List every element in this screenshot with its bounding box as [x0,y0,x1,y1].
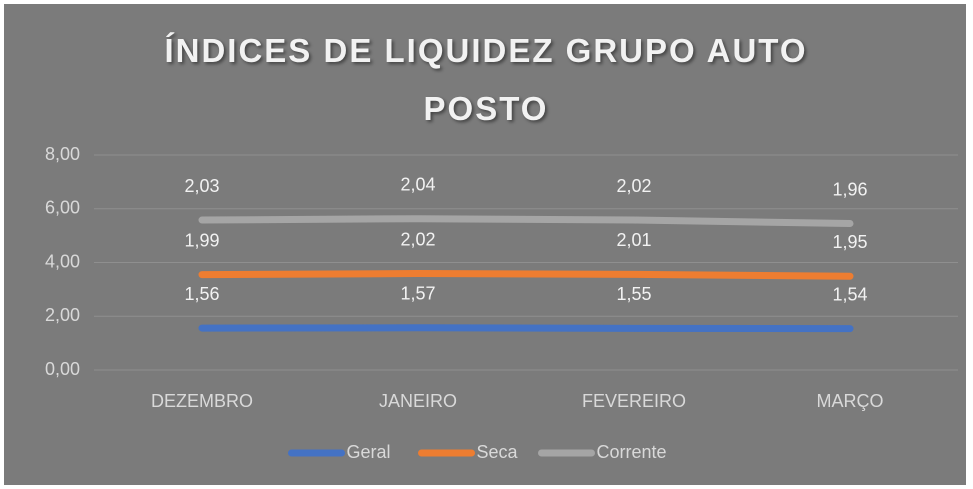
y-tick-label: 6,00 [45,198,80,218]
data-label: 2,02 [400,229,435,249]
y-tick-label: 8,00 [45,144,80,164]
legend-label: Seca [477,442,519,462]
data-label: 1,55 [616,284,651,304]
line-series [198,215,854,228]
data-label: 1,57 [400,284,435,304]
y-tick-label: 0,00 [45,359,80,379]
x-tick-label: DEZEMBRO [151,391,253,411]
chart-title: ÍNDICES DE LIQUIDEZ GRUPO AUTO POSTO [164,32,808,127]
legend-label: Geral [347,442,391,462]
data-label: 1,54 [832,284,867,304]
data-label: 2,03 [184,176,219,196]
x-tick-label: MARÇO [817,391,884,411]
legend-label: Corrente [597,442,667,462]
data-label: 2,01 [616,230,651,250]
data-label: 2,04 [400,174,435,194]
data-label: 1,95 [832,232,867,252]
y-tick-label: 2,00 [45,305,80,325]
line-series [198,324,854,333]
line-series [198,270,854,280]
x-tick-label: FEVEREIRO [582,391,686,411]
data-label: 1,96 [832,179,867,199]
y-tick-label: 4,00 [45,251,80,271]
data-label: 1,99 [184,230,219,250]
data-label: 1,56 [184,284,219,304]
x-tick-label: JANEIRO [379,391,457,411]
data-label: 2,02 [616,176,651,196]
chart-background [4,4,966,485]
